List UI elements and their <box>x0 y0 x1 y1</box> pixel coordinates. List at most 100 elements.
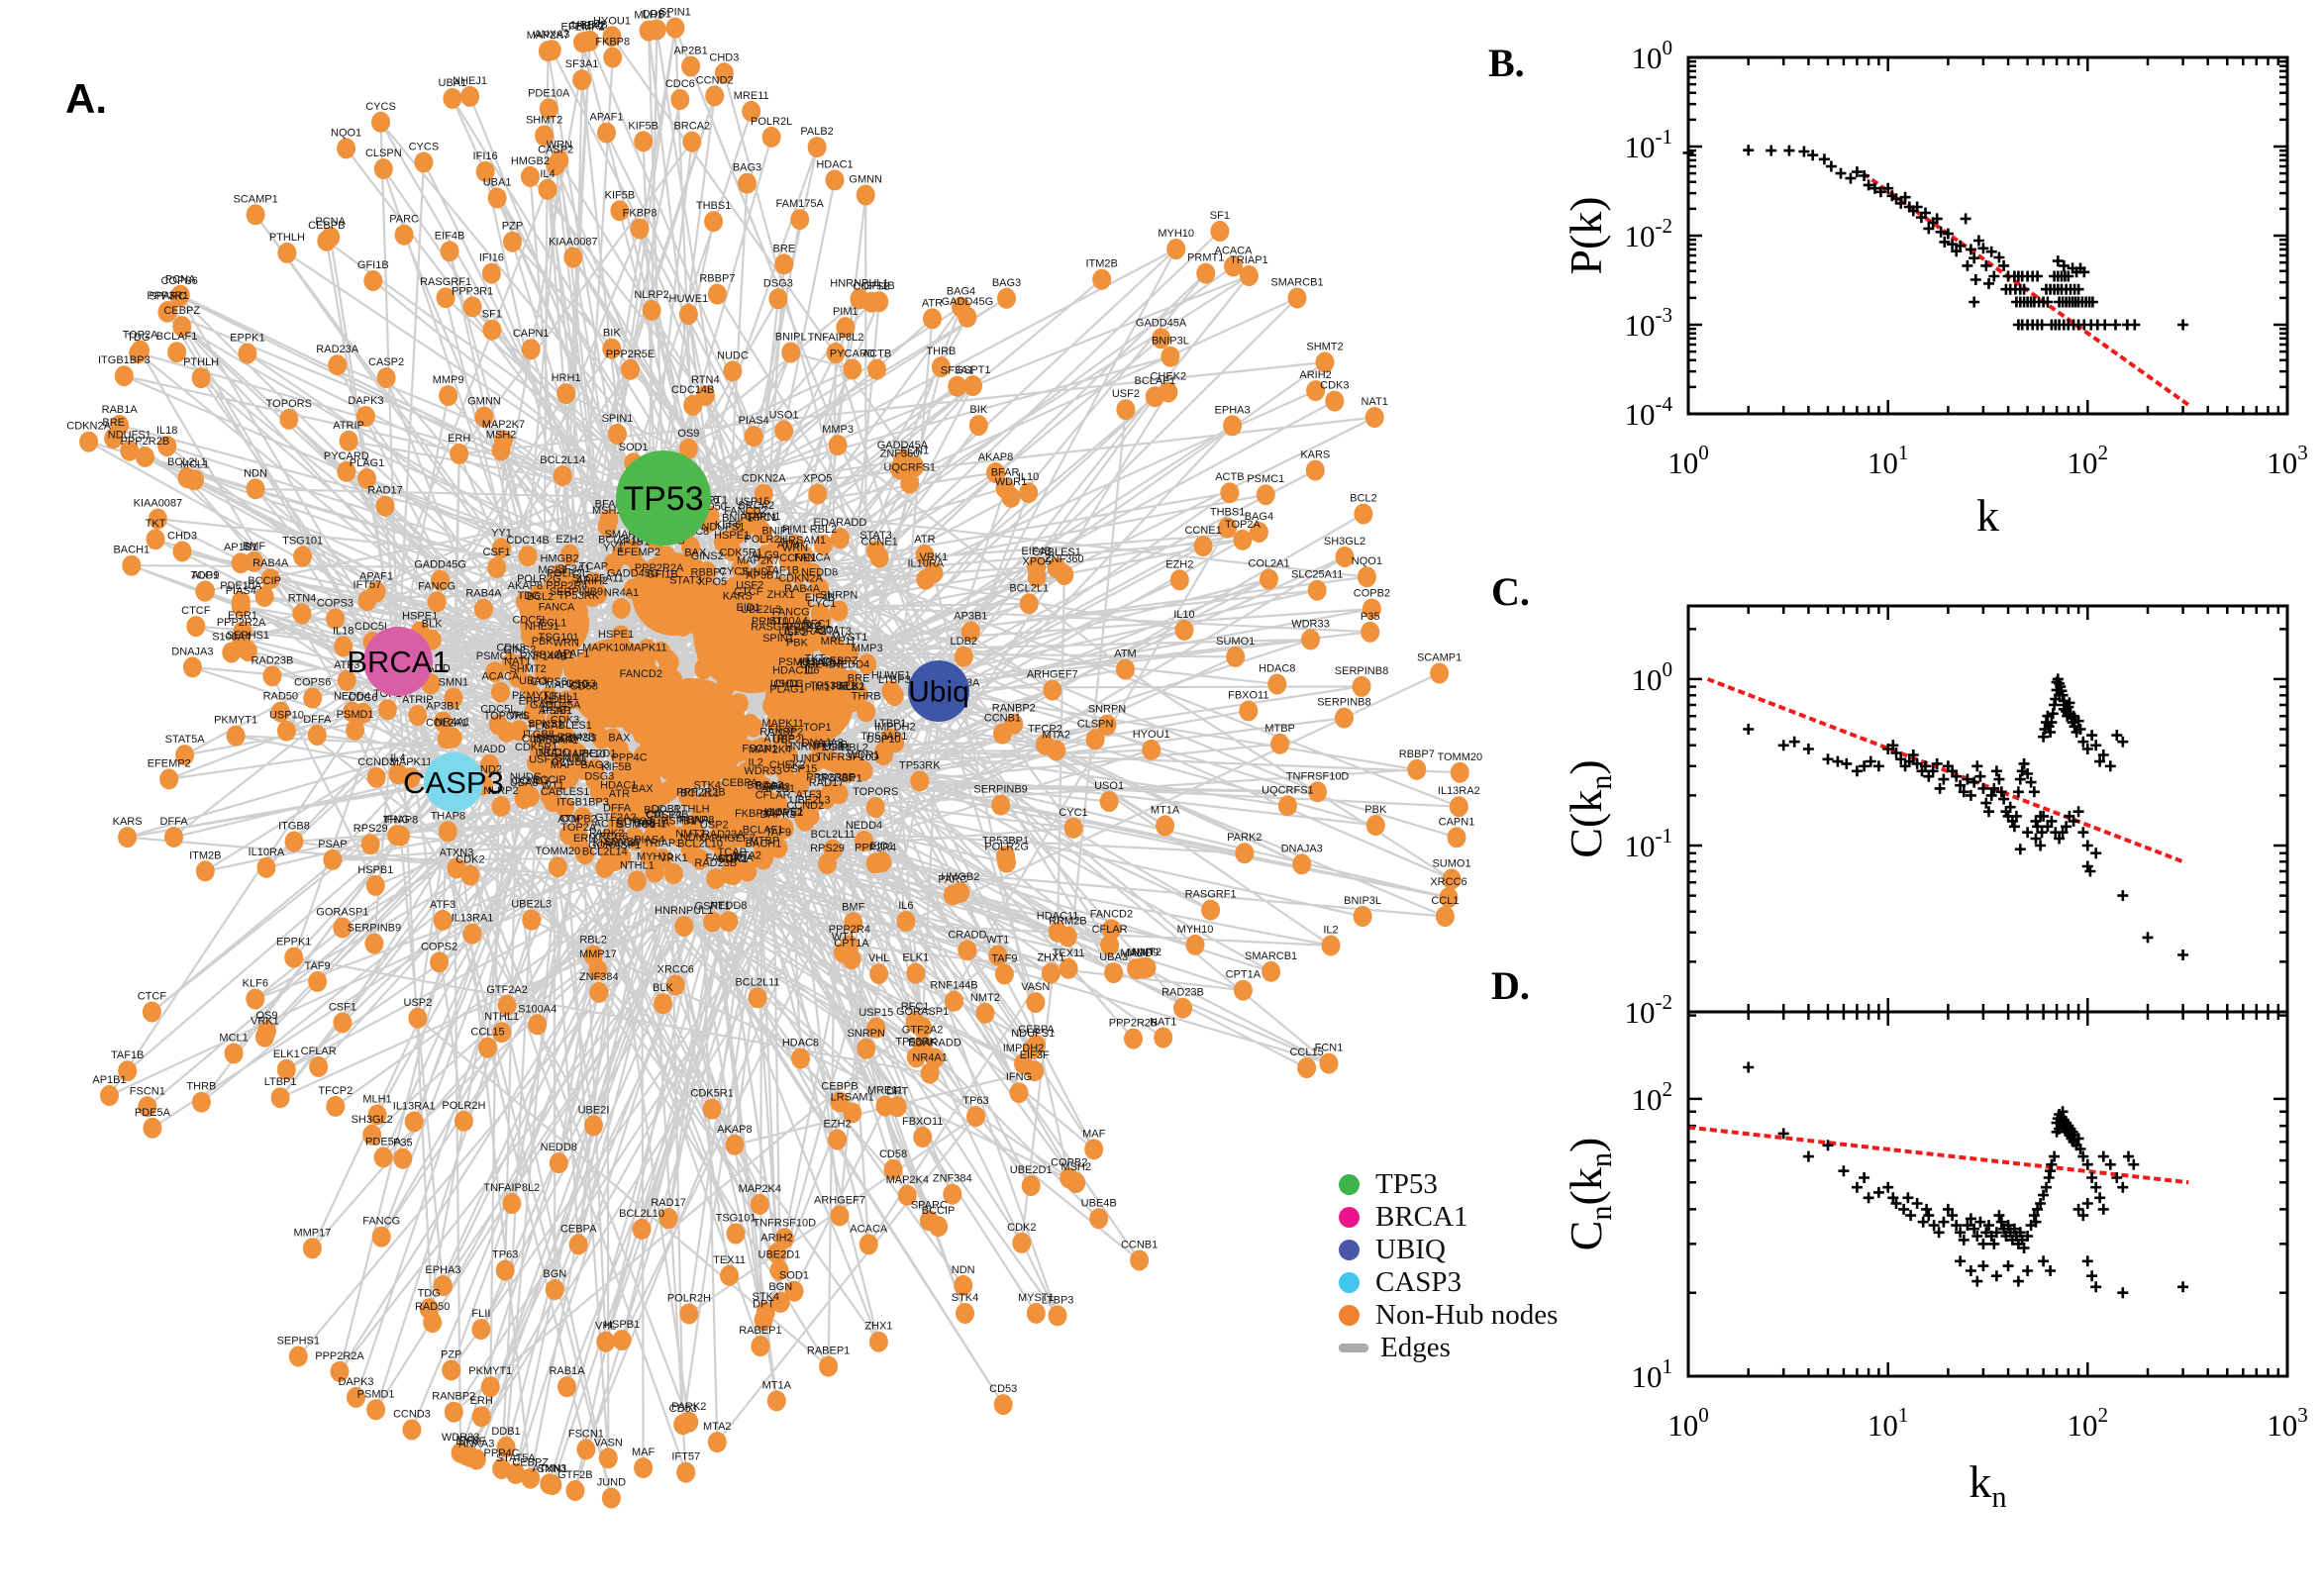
network-node-label: PIM1 <box>805 681 831 693</box>
network-node-label: CDC5L <box>354 621 390 633</box>
network-node-label: THAP8 <box>679 814 714 826</box>
network-node <box>276 720 296 742</box>
network-node-label: HNRNPUL1 <box>655 905 713 917</box>
network-node-label: KIAA0087 <box>134 498 183 510</box>
network-node-label: TAF9 <box>991 952 1017 964</box>
network-node <box>645 815 664 837</box>
network-node-label: COPB2 <box>560 813 597 825</box>
network-node-label: IL10 <box>1173 609 1194 621</box>
network-node-label: NQO1 <box>1352 555 1382 567</box>
hub-label-tp53: TP53 <box>623 480 703 518</box>
network-node <box>611 625 631 647</box>
network-node <box>699 731 719 752</box>
network-node-label: CEBPZ <box>822 655 858 667</box>
network-node-label: CYC1 <box>1059 807 1087 819</box>
network-node <box>474 406 494 428</box>
network-node <box>1306 380 1326 402</box>
network-node-label: TKT <box>146 518 166 530</box>
network-node-label: TOP1 <box>191 570 220 582</box>
network-node-label: PRMT1 <box>752 616 788 628</box>
network-node-label: LRSAM1 <box>782 535 826 547</box>
network-node <box>766 1390 786 1412</box>
network-node-label: FBXO11 <box>533 649 573 661</box>
network-node <box>404 1111 424 1133</box>
network-node-label: PSMD1 <box>778 656 816 668</box>
network-node <box>707 283 727 305</box>
network-node-label: AP3B1 <box>746 569 779 581</box>
network-node <box>988 945 1008 966</box>
network-node <box>1449 796 1468 818</box>
tick-label: 10-4 <box>1624 392 1672 432</box>
network-node-label: SF3A1 <box>941 365 974 377</box>
network-node-label: FANCG <box>362 1216 400 1228</box>
network-node <box>997 287 1016 309</box>
network-node-label: EPPK1 <box>276 937 311 948</box>
network-node-label: TP53AP1 <box>860 731 907 743</box>
network-node <box>148 508 167 530</box>
network-node-label: NLRP2 <box>634 289 668 301</box>
network-node-label: MSH2 <box>486 429 517 441</box>
network-node-label: TDG <box>127 332 150 344</box>
network-node <box>1407 758 1427 780</box>
network-node <box>768 288 788 310</box>
network-node-label: RBL2 <box>841 743 868 754</box>
network-node <box>491 796 511 817</box>
network-node-label: MAF <box>632 1446 656 1458</box>
network-node-label: MAP2K4 <box>886 1174 929 1186</box>
network-node-label: NDUFS1 <box>108 430 152 442</box>
network-node-label: GINS2 <box>503 645 536 656</box>
network-node <box>654 783 673 805</box>
network-node <box>164 826 183 848</box>
network-node <box>1307 579 1327 601</box>
network-node-label: CDK3 <box>496 642 525 653</box>
network-node <box>633 793 653 815</box>
network-node-label: POLR2L <box>751 116 792 128</box>
network-node-label: TP53RK <box>899 759 941 771</box>
network-node-label: BCCIP <box>533 774 566 786</box>
network-node <box>890 458 909 480</box>
network-node-label: KARS <box>113 816 143 828</box>
tick-label: 100 <box>1631 657 1672 697</box>
network-node-label: KIF5B <box>628 120 658 132</box>
network-node <box>1335 547 1355 567</box>
network-node-label: POLR2L <box>547 568 588 580</box>
network-node-label: WDR1 <box>848 749 879 761</box>
network-node-label: MTBP <box>1264 723 1295 735</box>
network-node-label: AP2B1 <box>673 46 707 57</box>
network-node <box>277 242 297 263</box>
network-node <box>873 745 893 766</box>
network-node <box>634 745 654 766</box>
network-node-label: MLH1 <box>634 10 662 22</box>
network-node <box>737 739 757 760</box>
network-node-label: IFI16 <box>473 150 498 162</box>
network-node-label: RAD17 <box>367 485 402 497</box>
network-node-label: PYCARD <box>830 348 875 359</box>
network-node-label: BRE <box>102 417 125 429</box>
network-node <box>810 603 830 625</box>
network-node-label: EZH2 <box>556 534 583 546</box>
network-node <box>576 1439 596 1460</box>
network-node-label: PKMYT1 <box>512 690 556 702</box>
network-node-label: PPP2R2B <box>676 787 726 799</box>
network-node-label: MAPK11 <box>761 718 804 730</box>
network-node <box>844 912 863 934</box>
network-node <box>430 951 450 973</box>
tick-label: 102 <box>1631 1077 1672 1117</box>
network-node-label: RAD50 <box>263 691 298 703</box>
network-node-label: IL2 <box>1323 925 1338 937</box>
network-node-label: FANCD2 <box>724 506 766 518</box>
network-node <box>104 428 124 449</box>
network-node-label: BRE <box>772 243 795 254</box>
network-node-label: OS9 <box>255 1010 277 1022</box>
network-node-label: FAM175A <box>705 852 754 864</box>
network-node <box>996 846 1016 867</box>
network-node <box>830 1205 850 1227</box>
network-node-label: PTHLH <box>269 232 305 244</box>
network-node <box>867 358 886 380</box>
network-node-label: CDC5L <box>512 615 548 627</box>
network-node <box>437 728 456 749</box>
network-node <box>337 669 356 691</box>
network-node <box>858 1234 878 1255</box>
network-node <box>186 616 206 638</box>
network-node-label: MMP3 <box>822 424 854 436</box>
